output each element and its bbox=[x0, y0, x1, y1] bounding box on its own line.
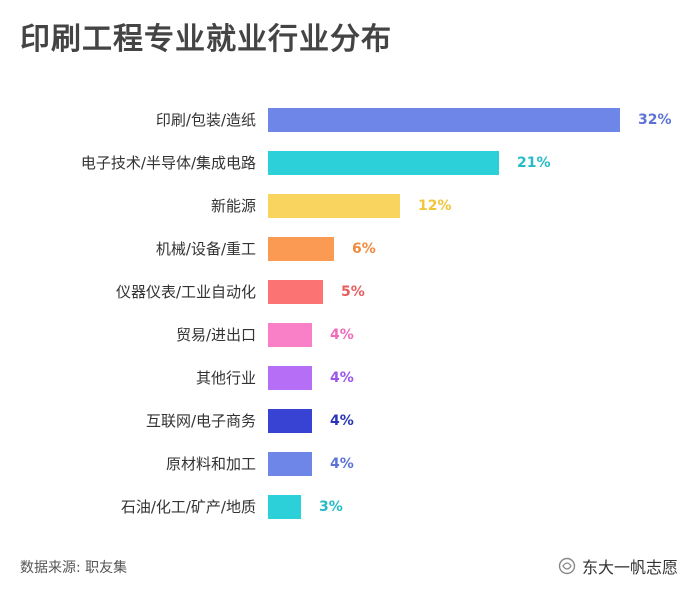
bar bbox=[268, 495, 301, 519]
category-label: 其他行业 bbox=[196, 369, 256, 387]
bar bbox=[268, 366, 312, 390]
category-label: 印刷/包装/造纸 bbox=[156, 111, 256, 129]
category-label: 贸易/进出口 bbox=[176, 326, 256, 344]
bar bbox=[268, 452, 312, 476]
bars-group: 印刷/包装/造纸 32% 电子技术/半导体/集成电路 21% 新能源 12% 机械/设备/重… bbox=[81, 108, 672, 519]
bar bbox=[268, 237, 334, 261]
bar bbox=[268, 151, 499, 175]
value-label: 4% bbox=[330, 370, 354, 386]
bar bbox=[268, 108, 620, 132]
value-label: 12% bbox=[418, 198, 452, 214]
category-label: 互联网/电子商务 bbox=[146, 412, 256, 430]
category-label: 新能源 bbox=[211, 197, 256, 215]
value-label: 4% bbox=[330, 456, 354, 472]
value-label: 21% bbox=[517, 155, 551, 171]
category-label: 电子技术/半导体/集成电路 bbox=[81, 154, 256, 172]
value-label: 3% bbox=[319, 499, 343, 515]
value-label: 6% bbox=[352, 241, 376, 257]
category-label: 机械/设备/重工 bbox=[156, 240, 256, 258]
bar bbox=[268, 323, 312, 347]
watermark-text: 东大一帆志愿 bbox=[581, 558, 678, 577]
value-label: 4% bbox=[330, 327, 354, 343]
value-label: 4% bbox=[330, 413, 354, 429]
value-label: 5% bbox=[341, 284, 365, 300]
category-label: 石油/化工/矿产/地质 bbox=[121, 498, 256, 516]
category-label: 仪器仪表/工业自动化 bbox=[116, 283, 256, 301]
data-source-note: 数据来源: 职友集 bbox=[20, 560, 128, 576]
bar bbox=[268, 409, 312, 433]
bar bbox=[268, 280, 323, 304]
watermark: 东大一帆志愿 bbox=[558, 554, 678, 578]
value-label: 32% bbox=[638, 112, 672, 128]
chart-title: 印刷工程专业就业行业分布 bbox=[20, 22, 392, 57]
category-label: 原材料和加工 bbox=[166, 455, 256, 473]
bar bbox=[268, 194, 400, 218]
wechat-channel-icon bbox=[558, 557, 576, 575]
